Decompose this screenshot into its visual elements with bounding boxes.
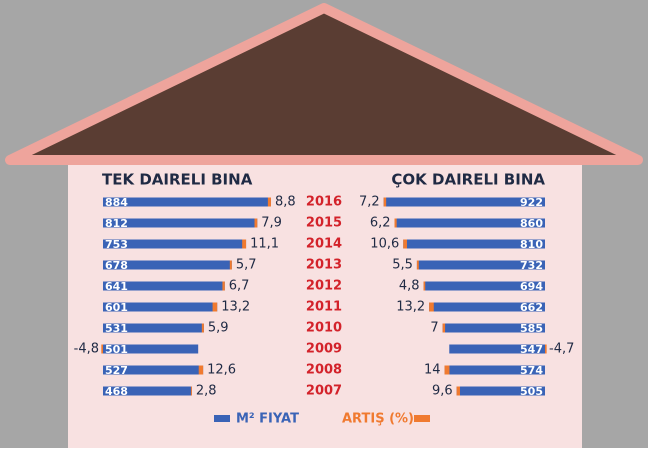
price-bar (444, 365, 545, 375)
change-mark (456, 386, 460, 396)
change-label: 12,6 (207, 363, 236, 378)
change-mark (267, 197, 271, 207)
change-mark (242, 239, 247, 249)
year-label: 2015 (306, 216, 342, 231)
house-body (68, 140, 582, 448)
price-bar (423, 281, 545, 291)
price-bar (103, 218, 258, 228)
price-bar (103, 344, 199, 354)
change-mark (403, 239, 407, 249)
price-label: 501 (105, 343, 128, 356)
change-label: -4,8 (74, 342, 99, 357)
price-label: 601 (105, 301, 128, 314)
price-label: 810 (520, 238, 543, 251)
year-label: 2014 (306, 237, 342, 252)
change-label: 13,2 (396, 300, 425, 315)
price-label: 505 (520, 385, 543, 398)
change-mark (423, 281, 426, 291)
change-label: 5,5 (392, 258, 413, 273)
change-mark (229, 260, 232, 270)
price-bar (103, 281, 225, 291)
change-label: 6,7 (229, 279, 250, 294)
price-bar (449, 344, 545, 354)
change-mark (198, 365, 204, 375)
change-label: 5,7 (236, 258, 257, 273)
price-label: 547 (520, 343, 543, 356)
price-bar (103, 302, 218, 312)
price-label: 662 (520, 301, 543, 314)
change-label: 4,8 (399, 279, 420, 294)
price-bar (456, 386, 545, 396)
year-label: 2010 (306, 321, 342, 336)
price-label: 468 (105, 385, 128, 398)
price-bar (442, 323, 545, 333)
price-bar (416, 260, 545, 270)
price-bar (103, 260, 232, 270)
change-mark (101, 344, 103, 354)
price-label: 860 (520, 217, 543, 230)
price-label: 527 (105, 364, 128, 377)
price-label: 574 (520, 364, 543, 377)
price-bar (383, 197, 545, 207)
change-mark (545, 344, 547, 354)
price-label: 884 (105, 196, 128, 209)
price-bar (103, 365, 204, 375)
price-label: 753 (105, 238, 128, 251)
change-mark (222, 281, 225, 291)
legend-label: M² FIYAT (236, 412, 299, 427)
change-label: 9,6 (432, 384, 453, 399)
price-bar (403, 239, 545, 249)
price-label: 732 (520, 259, 543, 272)
change-mark (416, 260, 419, 270)
price-bar (103, 323, 204, 333)
year-label: 2013 (306, 258, 342, 273)
change-mark (190, 386, 192, 396)
year-label: 2012 (306, 279, 342, 294)
change-mark (442, 323, 446, 333)
change-mark (394, 218, 397, 228)
change-label: 14 (424, 363, 441, 378)
change-mark (254, 218, 258, 228)
change-mark (383, 197, 387, 207)
change-label: 13,2 (221, 300, 250, 315)
legend-label: ARTIŞ (%) (342, 412, 414, 427)
change-label: 11,1 (250, 237, 279, 252)
change-label: 5,9 (208, 321, 229, 336)
change-mark (429, 302, 434, 312)
year-label: 2016 (306, 195, 342, 210)
change-label: 7,2 (359, 195, 380, 210)
year-label: 2009 (306, 342, 342, 357)
panel-title: ÇOK DAIRELI BINA (391, 171, 545, 189)
change-mark (444, 365, 450, 375)
year-label: 2007 (306, 384, 342, 399)
panel-title: TEK DAIRELI BINA (102, 171, 253, 189)
change-mark (201, 323, 204, 333)
change-label: 7,9 (261, 216, 282, 231)
price-bar (394, 218, 545, 228)
change-label: 7 (430, 321, 438, 336)
price-label: 641 (105, 280, 128, 293)
legend-swatch (414, 415, 430, 422)
legend-swatch (214, 415, 230, 422)
year-label: 2011 (306, 300, 342, 315)
price-bar (103, 386, 192, 396)
change-mark (212, 302, 218, 312)
change-label: 8,8 (275, 195, 296, 210)
change-label: 10,6 (370, 237, 399, 252)
price-label: 585 (520, 322, 543, 335)
year-label: 2008 (306, 363, 342, 378)
change-label: -4,7 (549, 342, 574, 357)
price-label: 531 (105, 322, 128, 335)
change-label: 2,8 (196, 384, 217, 399)
price-label: 694 (520, 280, 543, 293)
change-label: 6,2 (370, 216, 391, 231)
price-label: 812 (105, 217, 128, 230)
price-bar (103, 239, 247, 249)
price-bar (103, 197, 271, 207)
roof (5, 3, 643, 165)
price-label: 922 (520, 196, 543, 209)
price-bar (429, 302, 545, 312)
price-label: 678 (105, 259, 128, 272)
